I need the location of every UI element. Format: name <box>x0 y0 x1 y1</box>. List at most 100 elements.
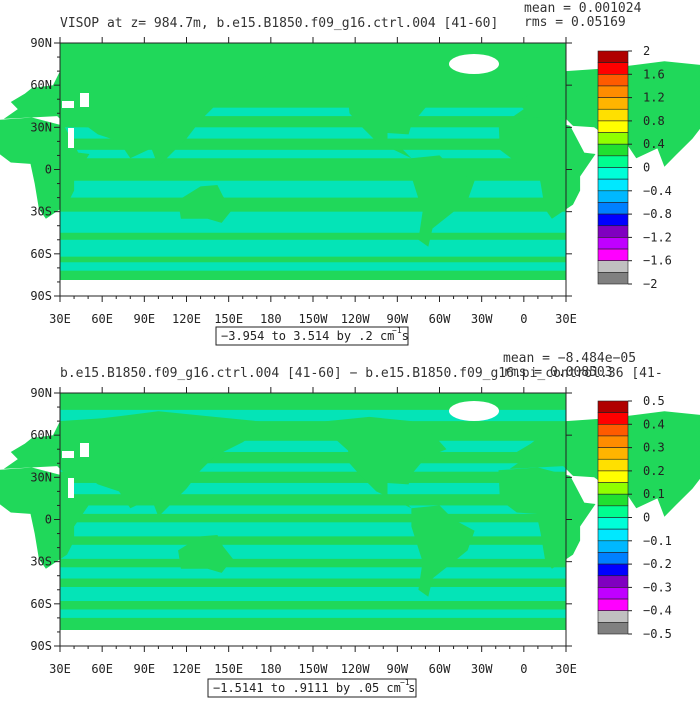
colorbar-swatch <box>597 552 629 565</box>
field-band <box>60 544 566 559</box>
antarctica-mask <box>60 630 566 646</box>
x-tick-label: 150W <box>299 662 329 676</box>
colorbar-label: 2 <box>643 44 650 58</box>
antarctica-mask <box>60 280 566 296</box>
range-label: −3.954 to 3.514 by .2 cm s <box>221 329 409 343</box>
landmass <box>178 535 233 573</box>
colorbar-swatch <box>597 587 629 600</box>
field-band <box>60 567 566 579</box>
colorbar-swatch <box>597 493 629 507</box>
colorbar-label: −2 <box>643 277 657 291</box>
colorbar-swatch <box>597 74 629 87</box>
colorbar-swatch <box>597 85 629 98</box>
colorbar-swatch <box>597 120 629 133</box>
axis-ticks: 30E 60E 90E 120E 150E 180 150W 120W 90W 60W 30W 0 30… <box>30 386 577 676</box>
masked-island <box>62 101 74 108</box>
colorbar-label: 0.2 <box>643 464 665 478</box>
colorbar-label: −0.4 <box>643 184 672 198</box>
y-tick-label: 90S <box>30 639 52 653</box>
y-tick-label: 30N <box>30 470 52 484</box>
range-unit-exponent: −1 <box>392 326 402 335</box>
colorbar-swatch <box>597 575 629 588</box>
colorbar-label: −0.1 <box>643 534 672 548</box>
x-tick-label: 90W <box>386 312 408 326</box>
field-band <box>60 409 566 422</box>
colorbar-label: 0 <box>643 511 650 525</box>
masked-island <box>68 478 74 498</box>
colorbar: 2 1.6 1.2 0.8 0.4 0 −0.4 −0.8 −1.2 −1.6 −2 <box>597 44 672 291</box>
x-tick-label: 30E <box>555 662 577 676</box>
x-tick-label: 180 <box>260 662 282 676</box>
panel-top: VISOP at z= 984.7m, b.e15.B1850.f09_g16.… <box>0 1 700 346</box>
colorbar-label: −0.2 <box>643 557 672 571</box>
colorbar-label: −0.3 <box>643 580 672 594</box>
y-tick-label: 60S <box>30 597 52 611</box>
landmass <box>498 117 596 219</box>
x-tick-label: 30W <box>471 312 493 326</box>
colorbar-swatch <box>597 482 629 495</box>
field-band <box>60 211 566 233</box>
x-tick-label: 60E <box>91 312 113 326</box>
colorbar-label: 0.8 <box>643 114 665 128</box>
landmass <box>498 467 596 569</box>
field-band <box>60 180 566 198</box>
range-label-box: −1.5141 to .9111 by .05 cm s −1 <box>207 678 417 698</box>
colorbar-swatch <box>597 435 629 448</box>
masked-island <box>80 443 89 457</box>
field-band <box>60 262 566 271</box>
colorbar-swatch <box>597 540 629 553</box>
landmass <box>178 185 233 223</box>
y-tick-label: 60N <box>30 78 52 92</box>
x-tick-label: 60W <box>429 662 451 676</box>
x-tick-label: 30E <box>49 662 71 676</box>
panel-bottom: b.e15.B1850.f09_g16.ctrl.004 [41-60] − b… <box>0 351 700 698</box>
colorbar-swatch <box>597 155 629 168</box>
map-field <box>0 61 700 271</box>
masked-island <box>80 93 89 107</box>
y-tick-label: 30N <box>30 120 52 134</box>
field-band <box>60 149 566 159</box>
x-tick-label: 120W <box>341 312 371 326</box>
landmass <box>3 61 271 167</box>
y-tick-label: 60S <box>30 247 52 261</box>
landmass <box>0 467 90 569</box>
colorbar-swatch <box>597 213 629 227</box>
y-tick-label: 30S <box>30 205 52 219</box>
greenland-mask <box>449 401 499 421</box>
landmass <box>291 416 447 509</box>
x-tick-label: 120W <box>341 662 371 676</box>
x-tick-label: 30E <box>555 312 577 326</box>
colorbar-label: 0.4 <box>643 137 665 151</box>
x-tick-label: 150E <box>214 312 243 326</box>
colorbar-label: 0.3 <box>643 441 665 455</box>
field-band <box>60 505 566 514</box>
y-tick-label: 0 <box>45 513 52 527</box>
colorbar-label: 1.2 <box>643 91 665 105</box>
y-tick-label: 90S <box>30 289 52 303</box>
field-band <box>60 440 566 453</box>
colorbar-swatch <box>597 563 629 577</box>
colorbar-swatch <box>597 470 629 483</box>
colorbar-swatch <box>597 447 629 460</box>
colorbar-label: −0.8 <box>643 207 672 221</box>
rms-stat: rms = 0.008503 <box>503 365 613 380</box>
colorbar-swatch <box>597 50 629 63</box>
x-tick-label: 90E <box>133 312 155 326</box>
y-tick-label: 0 <box>45 163 52 177</box>
colorbar-swatch <box>597 517 629 530</box>
panel-title: VISOP at z= 984.7m, b.e15.B1850.f09_g16.… <box>60 16 498 31</box>
x-tick-label: 90W <box>386 662 408 676</box>
colorbar-label: 0 <box>643 161 650 175</box>
colorbar-swatch <box>597 225 629 238</box>
field-band <box>60 127 566 139</box>
colorbar: 0.5 0.4 0.3 0.2 0.1 0 −0.1 −0.2 −0.3 −0.4 −0.5 <box>597 394 672 641</box>
masked-island <box>68 128 74 148</box>
colorbar-label: 1.6 <box>643 67 665 81</box>
colorbar-swatch <box>597 528 629 542</box>
x-tick-label: 120E <box>172 662 201 676</box>
x-tick-label: 180 <box>260 312 282 326</box>
colorbar-swatch <box>597 190 629 203</box>
x-tick-label: 60E <box>91 662 113 676</box>
colorbar-swatch <box>597 143 629 157</box>
